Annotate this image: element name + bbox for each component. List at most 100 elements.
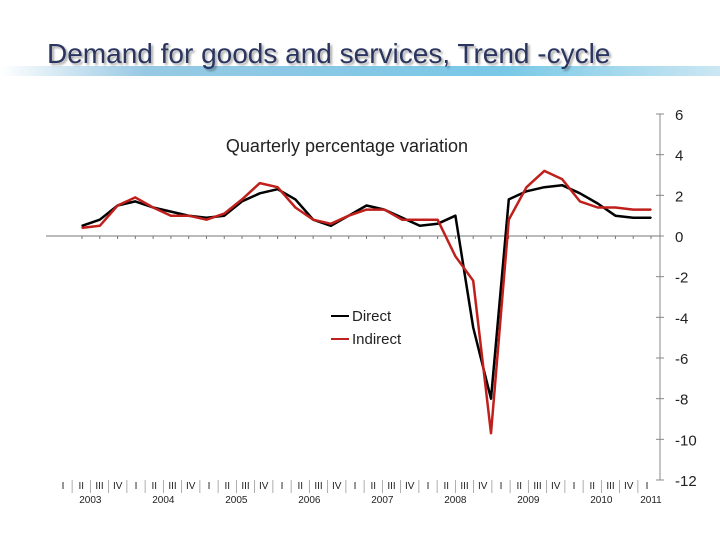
data-point-indirect bbox=[579, 200, 581, 203]
y-tick-label: -8 bbox=[675, 392, 688, 409]
data-point-direct bbox=[365, 204, 368, 207]
data-point-direct bbox=[579, 192, 581, 195]
chart-subtitle: Quarterly percentage variation bbox=[226, 136, 468, 156]
data-point-indirect bbox=[259, 182, 261, 184]
data-point-indirect bbox=[152, 206, 154, 209]
y-tick-label: 2 bbox=[675, 188, 683, 205]
data-point-direct bbox=[259, 192, 261, 195]
title-underline-bar bbox=[0, 66, 720, 76]
data-point-indirect bbox=[632, 208, 635, 211]
data-point-indirect bbox=[596, 206, 599, 209]
y-tick-label: -10 bbox=[675, 432, 697, 449]
quarter-label: II bbox=[516, 481, 522, 492]
quarter-label: I bbox=[427, 481, 430, 492]
quarter-label: IV bbox=[186, 481, 196, 492]
quarter-label: IV bbox=[551, 481, 561, 492]
quarter-label: II bbox=[78, 481, 84, 492]
series-layer bbox=[81, 169, 652, 435]
quarter-label: IV bbox=[332, 481, 342, 492]
data-point-indirect bbox=[401, 218, 403, 221]
quarter-label: II bbox=[151, 481, 157, 492]
data-point-indirect bbox=[312, 218, 314, 221]
data-point-direct bbox=[490, 397, 492, 400]
page-title: Demand for goods and services, Trend -cy… bbox=[47, 38, 611, 69]
year-label: 2011 bbox=[640, 495, 662, 506]
data-point-indirect bbox=[507, 218, 510, 221]
data-point-direct bbox=[205, 216, 208, 219]
data-point-direct bbox=[454, 214, 457, 217]
year-label: 2003 bbox=[79, 495, 102, 506]
quarter-label: IV bbox=[405, 481, 415, 492]
data-point-indirect bbox=[294, 206, 297, 209]
data-point-direct bbox=[525, 190, 528, 193]
quarter-label: I bbox=[646, 481, 649, 492]
data-point-indirect bbox=[525, 186, 528, 188]
quarter-label: I bbox=[62, 481, 65, 492]
year-label: 2010 bbox=[590, 495, 613, 506]
data-point-indirect bbox=[205, 218, 208, 221]
data-point-direct bbox=[170, 210, 172, 213]
data-point-indirect bbox=[116, 204, 119, 207]
legend: Direct Indirect bbox=[331, 308, 402, 348]
data-point-direct bbox=[81, 225, 83, 227]
y-tick-label: 4 bbox=[675, 148, 683, 165]
quarter-label: II bbox=[297, 481, 303, 492]
data-point-direct bbox=[596, 202, 599, 205]
quarter-label: III bbox=[168, 481, 176, 492]
data-point-direct bbox=[507, 198, 510, 201]
quarter-label: IV bbox=[259, 481, 269, 492]
data-point-direct bbox=[419, 225, 421, 227]
y-tick-label: 6 bbox=[675, 107, 683, 124]
data-point-direct bbox=[632, 216, 635, 219]
year-label: 2009 bbox=[517, 495, 540, 506]
year-label: 2006 bbox=[298, 495, 321, 506]
data-point-direct bbox=[650, 216, 652, 219]
data-point-indirect bbox=[490, 432, 492, 435]
data-point-indirect bbox=[436, 218, 439, 221]
data-point-indirect bbox=[223, 212, 226, 215]
quarter-label: II bbox=[589, 481, 595, 492]
quarter-label: III bbox=[314, 481, 322, 492]
data-point-indirect bbox=[276, 186, 279, 188]
data-point-indirect bbox=[170, 214, 172, 217]
y-tick-label: -6 bbox=[675, 351, 688, 368]
data-point-direct bbox=[543, 186, 546, 188]
y-tick-label: -2 bbox=[675, 270, 688, 287]
data-point-indirect bbox=[134, 196, 137, 199]
data-point-direct bbox=[472, 326, 474, 329]
quarter-label: I bbox=[135, 481, 138, 492]
data-point-indirect bbox=[187, 214, 190, 217]
y-tick-label: 0 bbox=[675, 229, 683, 246]
quarter-label: I bbox=[281, 481, 284, 492]
data-point-indirect bbox=[472, 279, 474, 282]
data-point-direct bbox=[294, 198, 297, 201]
quarter-label: II bbox=[370, 481, 376, 492]
y-tick-label: -4 bbox=[675, 310, 688, 327]
data-point-indirect bbox=[543, 170, 546, 172]
data-point-indirect bbox=[614, 206, 617, 209]
data-point-direct bbox=[223, 214, 226, 217]
data-point-direct bbox=[98, 218, 101, 221]
quarter-label: III bbox=[533, 481, 541, 492]
data-point-indirect bbox=[347, 214, 350, 217]
quarter-label: II bbox=[224, 481, 230, 492]
data-point-indirect bbox=[98, 225, 101, 227]
data-point-indirect bbox=[81, 227, 83, 229]
quarter-label: I bbox=[500, 481, 503, 492]
quarter-label: III bbox=[606, 481, 614, 492]
data-point-indirect bbox=[241, 198, 243, 201]
year-label: 2004 bbox=[152, 495, 175, 506]
quarter-label: IV bbox=[624, 481, 634, 492]
legend-label-indirect: Indirect bbox=[352, 331, 402, 348]
data-point-direct bbox=[561, 184, 563, 186]
data-point-indirect bbox=[561, 178, 563, 180]
quarter-label: I bbox=[354, 481, 357, 492]
quarter-label: IV bbox=[113, 481, 123, 492]
year-label: 2008 bbox=[444, 495, 467, 506]
y-tick-label: -12 bbox=[675, 473, 697, 490]
quarter-label: III bbox=[460, 481, 468, 492]
quarter-label: III bbox=[241, 481, 249, 492]
data-point-indirect bbox=[454, 255, 457, 258]
